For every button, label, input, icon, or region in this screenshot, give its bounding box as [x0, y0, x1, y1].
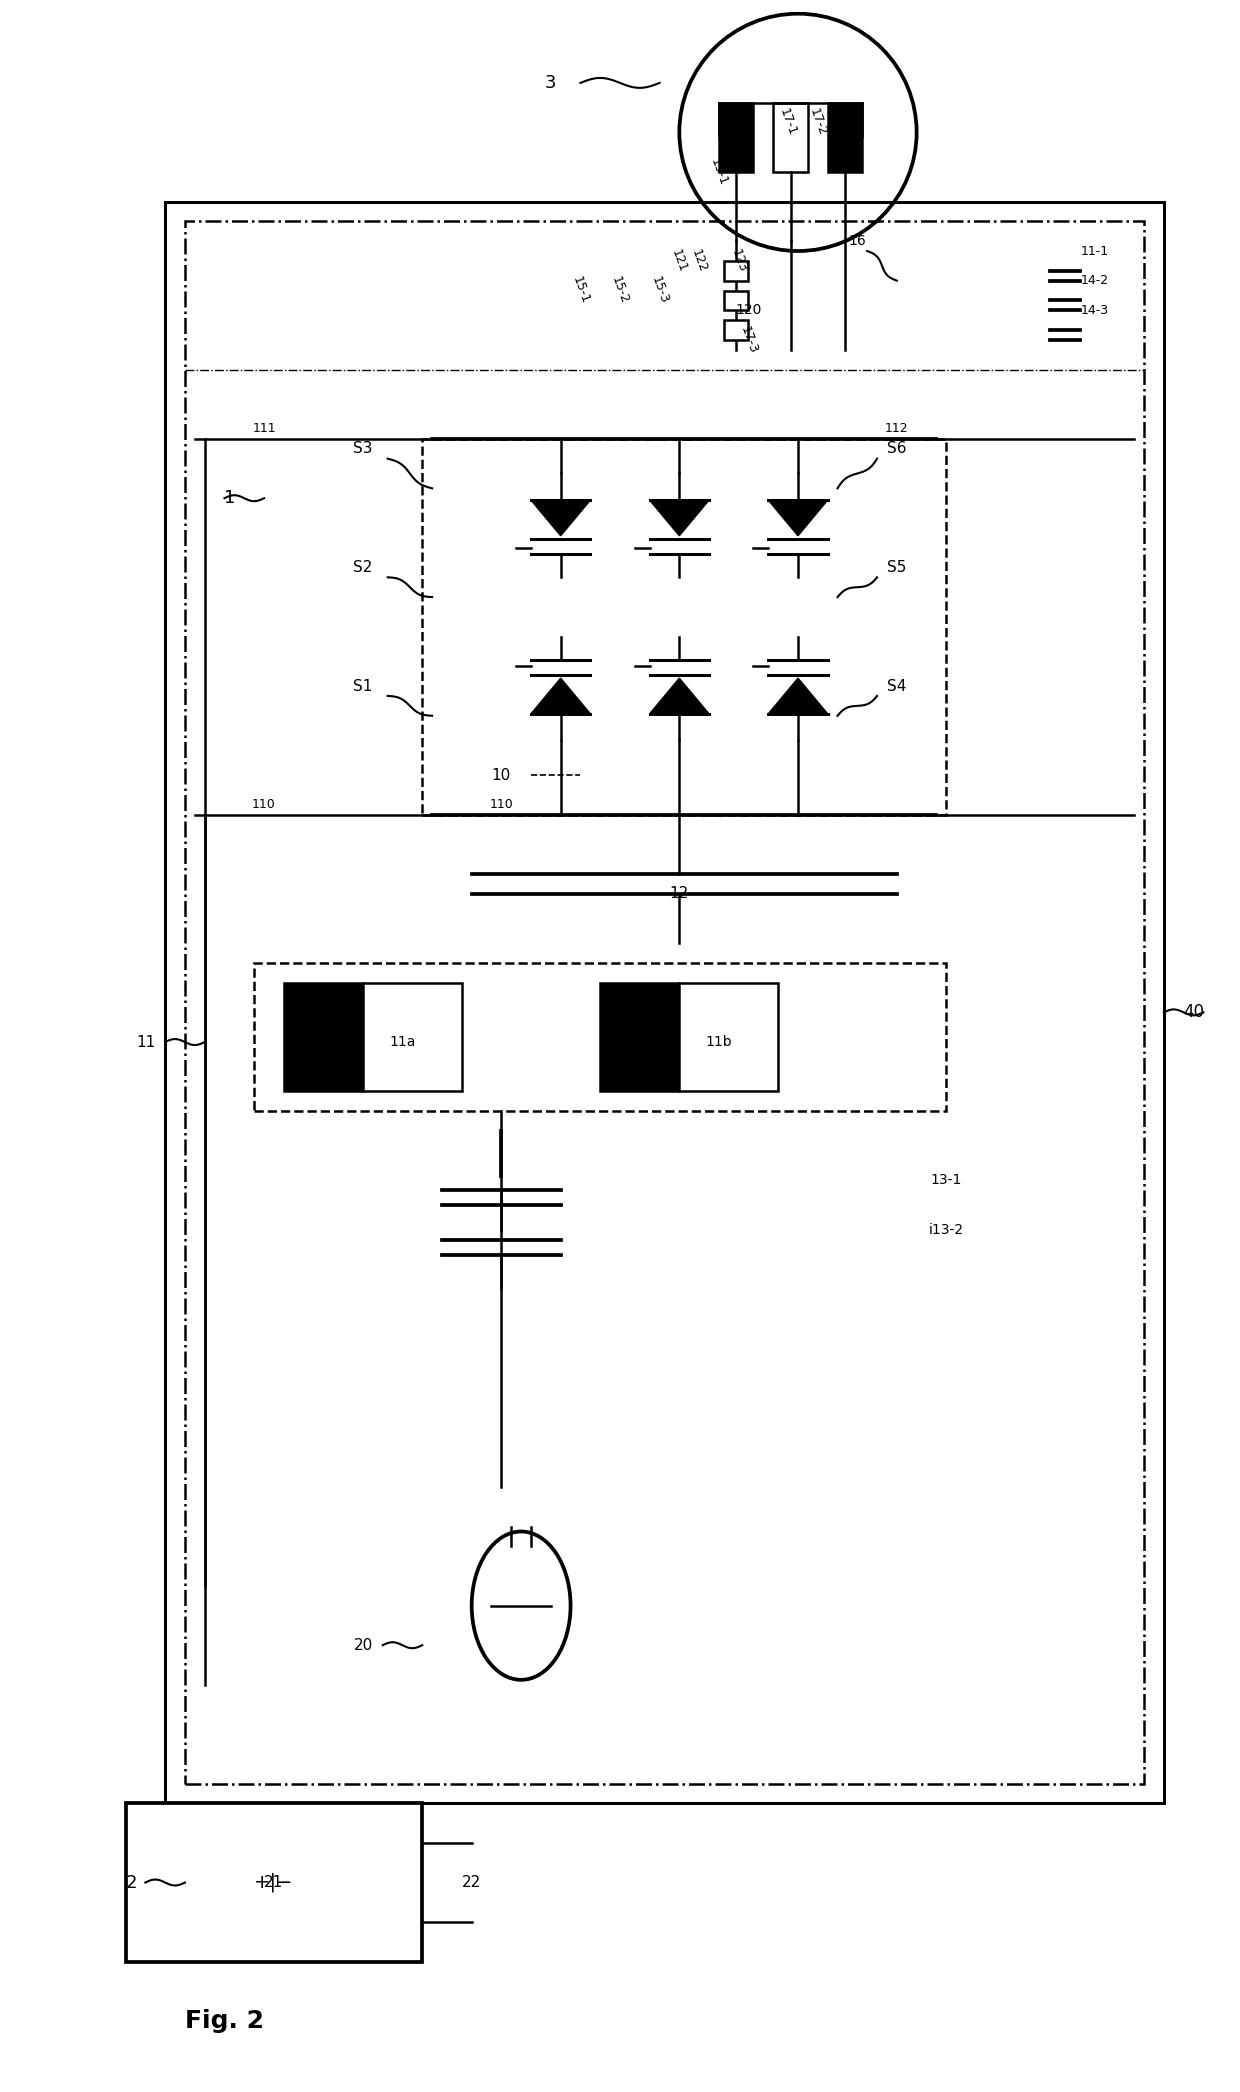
Bar [827, 103, 862, 172]
Text: 11a: 11a [389, 1036, 415, 1048]
Text: 13-1: 13-1 [930, 1174, 962, 1188]
Polygon shape [531, 500, 590, 536]
Text: 110: 110 [490, 799, 513, 812]
Text: Fig. 2: Fig. 2 [185, 2008, 264, 2033]
Text: 16: 16 [848, 234, 867, 249]
Text: 11b: 11b [706, 1036, 732, 1048]
Text: 1: 1 [224, 490, 236, 506]
Text: 22: 22 [463, 1874, 481, 1889]
Bar [680, 983, 779, 1092]
Polygon shape [650, 678, 709, 713]
Text: 17-1: 17-1 [777, 107, 799, 138]
Bar [719, 103, 754, 172]
Text: S4: S4 [887, 678, 906, 695]
Text: 12: 12 [670, 887, 689, 902]
Text: 122: 122 [689, 247, 709, 274]
Text: 110: 110 [252, 799, 277, 812]
Bar [600, 983, 680, 1092]
Text: S2: S2 [353, 561, 372, 575]
Text: 14-2: 14-2 [1080, 274, 1109, 287]
Polygon shape [769, 678, 827, 713]
Text: 14-3: 14-3 [1080, 303, 1109, 316]
Text: 112: 112 [885, 423, 909, 435]
Text: S5: S5 [887, 561, 906, 575]
Text: 120: 120 [735, 303, 761, 318]
Text: 15-2: 15-2 [609, 274, 631, 305]
Text: S6: S6 [887, 441, 906, 456]
Polygon shape [650, 500, 709, 536]
Text: 40: 40 [1184, 1004, 1204, 1021]
Text: S3: S3 [353, 441, 373, 456]
Text: 2: 2 [125, 1874, 138, 1891]
Polygon shape [769, 500, 827, 536]
Text: 21: 21 [264, 1874, 284, 1889]
Text: i13-2: i13-2 [929, 1224, 963, 1236]
Bar [724, 320, 748, 341]
Bar [724, 291, 748, 310]
Text: 111: 111 [252, 423, 275, 435]
Text: 121: 121 [670, 247, 689, 274]
Text: S1: S1 [353, 678, 372, 695]
Text: +|−: +|− [254, 1872, 294, 1893]
Bar [125, 1803, 423, 1962]
Text: 17-2: 17-2 [807, 107, 828, 138]
Text: 17-3: 17-3 [738, 324, 759, 356]
Text: 11: 11 [136, 1036, 155, 1050]
Text: 123: 123 [729, 247, 749, 274]
Bar [284, 983, 363, 1092]
Text: 15-3: 15-3 [649, 274, 671, 305]
Text: 20: 20 [353, 1638, 373, 1653]
Polygon shape [531, 678, 590, 713]
Bar [724, 262, 748, 280]
Text: 15-1: 15-1 [569, 274, 591, 305]
Text: 11-1: 11-1 [1080, 245, 1109, 257]
Text: 3: 3 [546, 73, 557, 92]
Text: 15-1: 15-1 [708, 157, 730, 188]
Text: 10: 10 [492, 768, 511, 782]
Bar [363, 983, 461, 1092]
Bar [774, 103, 808, 172]
